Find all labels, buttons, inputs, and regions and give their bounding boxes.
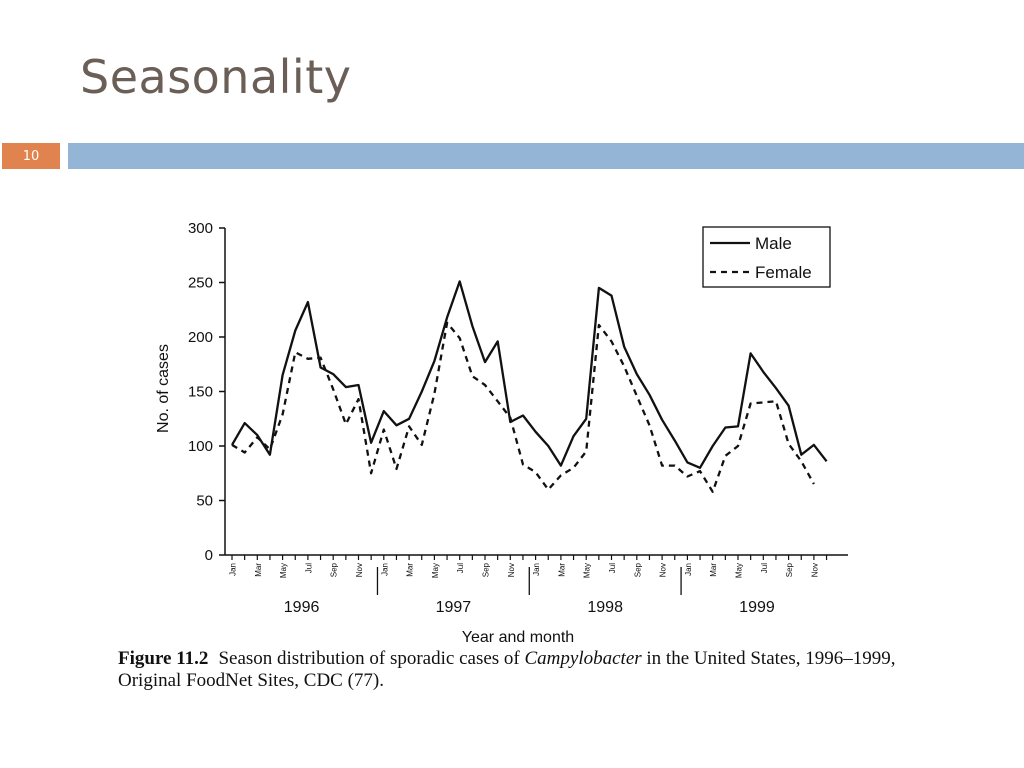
legend-box [702, 226, 831, 288]
y-axis-title: No. of cases [155, 344, 172, 433]
y-tick-label: 200 [188, 329, 213, 346]
caption-text-after: in the United States, 1996–1999, Origina… [118, 648, 896, 691]
figure-number: Figure 11.2 [118, 648, 209, 669]
series-line-female [231, 321, 815, 493]
x-month-label: Jul [456, 563, 465, 573]
x-month-label: Sep [633, 562, 642, 577]
x-month-label: Jan [684, 563, 693, 576]
x-year-label: 1997 [436, 599, 472, 616]
caption-text-before: Season distribution of sporadic cases of [218, 648, 525, 669]
y-tick-label: 50 [196, 493, 213, 510]
title-divider-bar [68, 143, 1024, 169]
x-month-label: Jan [380, 563, 389, 576]
legend-label-male: Male [755, 234, 792, 253]
legend-label-female: Female [755, 263, 812, 282]
slide-title: Seasonality [80, 50, 352, 104]
x-month-label: Mar [709, 563, 718, 577]
x-month-label: Nov [355, 563, 364, 577]
x-month-label: Sep [330, 562, 339, 577]
y-tick-label: 150 [188, 384, 213, 401]
slide-number-badge: 10 [2, 143, 60, 169]
x-year-label: 1998 [587, 599, 623, 616]
caption-organism: Campylobacter [524, 648, 642, 669]
x-month-label: Jul [760, 563, 769, 573]
x-month-label: Mar [557, 563, 566, 577]
x-month-label: Mar [406, 563, 415, 577]
x-month-label: Sep [482, 562, 491, 577]
y-tick-label: 250 [188, 275, 213, 292]
x-month-label: May [279, 563, 288, 578]
x-month-label: Jan [229, 563, 238, 576]
x-month-label: Sep [785, 562, 794, 577]
x-month-label: Nov [507, 563, 516, 577]
x-month-label: Jul [304, 563, 313, 573]
x-month-label: Jul [608, 563, 617, 573]
series-line-male [231, 280, 828, 469]
x-month-label: May [735, 563, 744, 578]
x-axis-title: Year and month [462, 629, 574, 646]
y-tick-label: 300 [188, 220, 213, 237]
y-tick-label: 0 [205, 547, 213, 564]
x-month-label: Nov [659, 563, 668, 577]
y-tick-label: 100 [188, 438, 213, 455]
x-month-label: Jan [532, 563, 541, 576]
x-month-label: May [431, 563, 440, 578]
x-month-label: Nov [810, 563, 819, 577]
x-year-label: 1999 [739, 599, 775, 616]
x-month-label: May [583, 563, 592, 578]
figure-caption: Figure 11.2 Season distribution of sporad… [118, 648, 918, 692]
x-month-label: Mar [254, 563, 263, 577]
x-year-label: 1996 [284, 599, 320, 616]
